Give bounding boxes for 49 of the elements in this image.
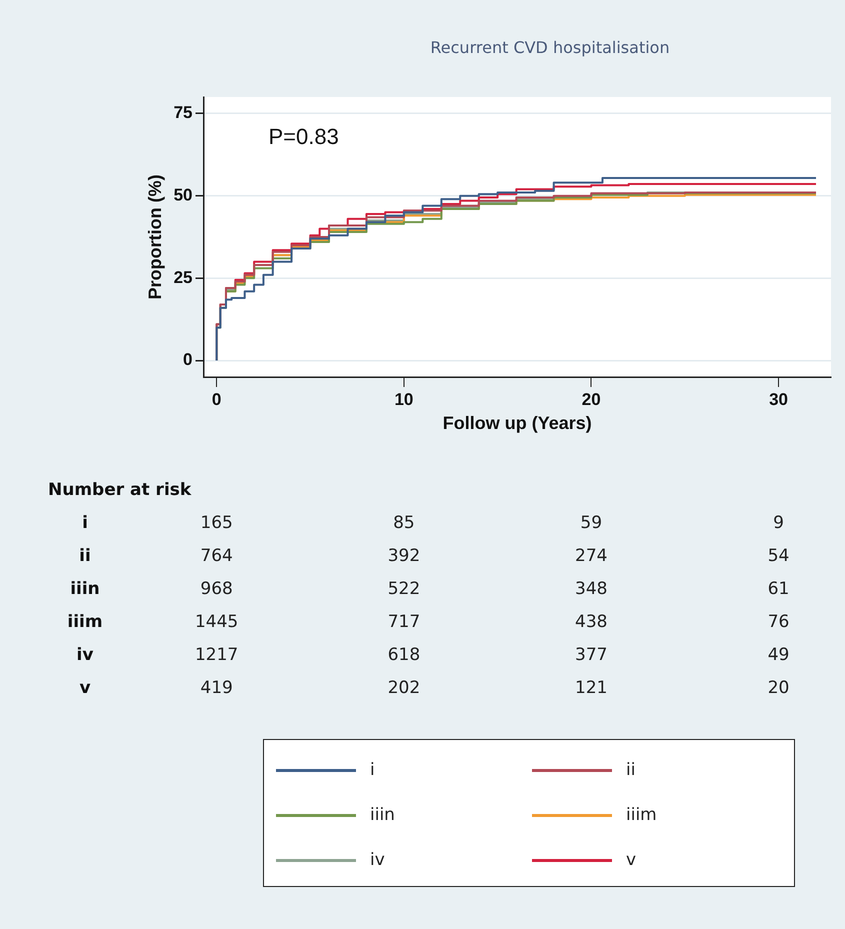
text: v — [79, 678, 91, 698]
text: 61 — [768, 579, 790, 599]
text: 348 — [575, 579, 608, 599]
text: 59 — [580, 513, 602, 533]
text: 968 — [200, 579, 233, 599]
text: ii — [79, 546, 91, 566]
text: 274 — [575, 546, 608, 566]
legend-label: i — [370, 760, 375, 780]
y-tick-label: 0 — [183, 350, 193, 370]
legend-label: iiim — [626, 805, 657, 825]
y-tick-label: 75 — [174, 103, 193, 122]
text: 49 — [768, 645, 790, 665]
text: 165 — [200, 513, 233, 533]
text: 764 — [200, 546, 233, 566]
y-tick-label: 25 — [174, 268, 193, 287]
text: 377 — [575, 645, 608, 665]
x-tick-label: 30 — [769, 390, 788, 409]
text: 85 — [393, 513, 415, 533]
legend-label: v — [626, 850, 636, 870]
text: 438 — [575, 612, 608, 632]
annotation: P=0.83 — [268, 124, 339, 150]
text: 76 — [768, 612, 790, 632]
text: iv — [76, 645, 94, 665]
text: iiin — [70, 579, 100, 599]
text: Number at risk — [48, 480, 192, 500]
x-axis-title: Follow up (Years) — [442, 413, 592, 434]
text: 202 — [388, 678, 420, 698]
text: 20 — [768, 678, 790, 698]
text: iiim — [67, 612, 103, 632]
text: 121 — [575, 678, 608, 698]
text: 522 — [388, 579, 420, 599]
text: 1217 — [194, 645, 238, 665]
text: i — [82, 513, 88, 533]
text: 54 — [768, 546, 790, 566]
chart-title: Recurrent CVD hospitalisation — [429, 38, 671, 57]
legend-label: ii — [626, 760, 636, 780]
x-tick-label: 0 — [212, 390, 222, 409]
text: 419 — [200, 678, 233, 698]
y-axis-title: Proportion (%) — [144, 174, 165, 300]
text: 717 — [388, 612, 420, 632]
y-tick-label: 50 — [174, 186, 193, 205]
legend-label: iiin — [370, 805, 395, 825]
text: 618 — [388, 645, 420, 665]
x-tick-label: 20 — [582, 390, 601, 409]
legend-label: iv — [370, 850, 385, 870]
text: 9 — [773, 513, 784, 533]
x-tick-label: 10 — [394, 390, 414, 409]
text: 1445 — [194, 612, 238, 632]
text: 392 — [388, 546, 420, 566]
